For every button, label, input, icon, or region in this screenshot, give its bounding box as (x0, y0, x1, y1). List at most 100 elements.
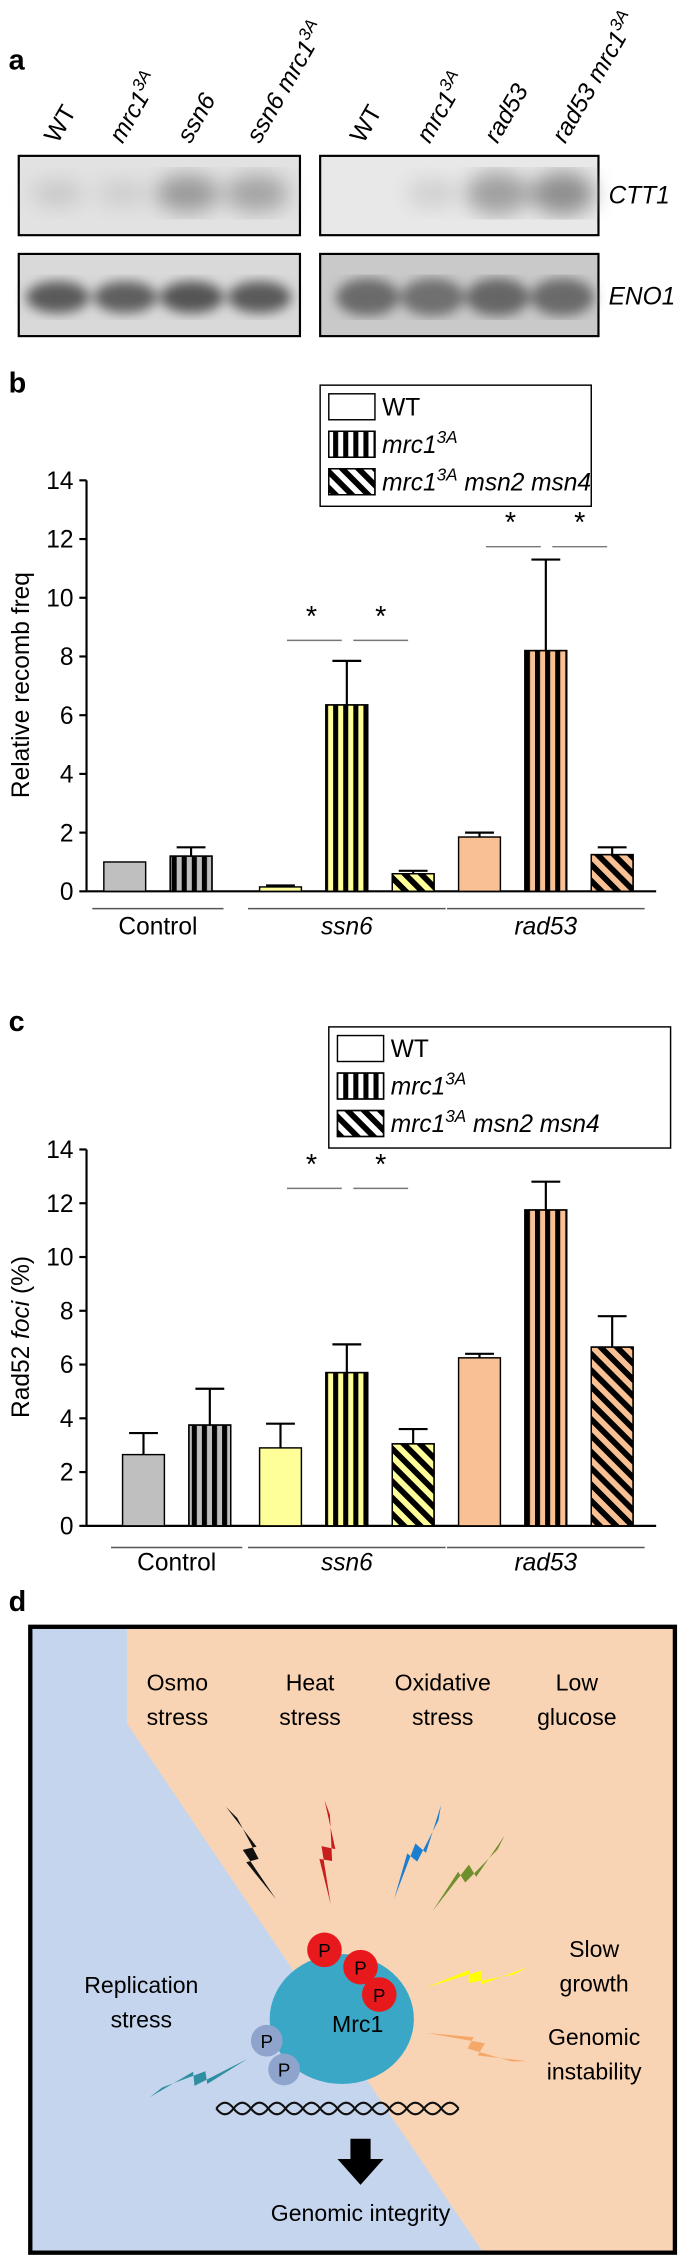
y-tick-label: 4 (60, 1406, 74, 1433)
diagram (28, 1624, 678, 2255)
panel-label: c (9, 1006, 25, 1038)
background (30, 1626, 484, 2253)
lane-label-part: mrc1 (104, 87, 155, 148)
diagram-text: stress (279, 1704, 341, 1730)
legend-label: WT (382, 394, 420, 421)
legend-label-part: 3A (445, 1069, 466, 1089)
diagram-text: P (373, 1985, 385, 2006)
lane-label-part: rad53 (479, 79, 534, 147)
bar-hatch (391, 872, 435, 893)
bar-hatch (169, 855, 213, 893)
diagram-text: Heat (286, 1669, 335, 1695)
category-label: Control (118, 914, 197, 941)
bar (258, 1447, 303, 1527)
y-axis-label-part: foci (8, 1300, 35, 1339)
diagram-text: Genomic integrity (271, 2200, 451, 2226)
lane-label: rad53 (479, 79, 534, 147)
diagram-text: stress (412, 1704, 474, 1730)
diagram-text: Low (556, 1669, 599, 1695)
significance: * (375, 1149, 386, 1181)
bolts (149, 1800, 528, 2098)
bar (103, 861, 147, 893)
diagram-text: growth (560, 1971, 629, 1997)
significance: * (306, 1149, 317, 1181)
bar-hatch (590, 1346, 634, 1527)
diagram-text: stress (111, 2007, 173, 2033)
legend-swatch (328, 393, 376, 421)
significance: * (375, 601, 386, 633)
y-tick-label: 10 (46, 1245, 73, 1272)
y-tick-label: 0 (60, 879, 74, 906)
y-tick-label: 12 (46, 1191, 73, 1218)
bar-hatch (391, 1443, 435, 1527)
diagram-text: Osmo (147, 1669, 209, 1695)
diagram-text: Slow (569, 1936, 619, 1962)
significance: * (505, 507, 516, 539)
y-axis-label-part: Rad52 (8, 1339, 35, 1418)
diagram-text: Genomic (548, 2024, 640, 2050)
lane-label: ssn6 (172, 89, 221, 148)
lane-label-part: WT (345, 101, 387, 148)
category-label: ssn6 (321, 1550, 373, 1577)
legend-swatch-hatch (336, 1109, 385, 1138)
y-axis-label: Rad52 foci (%) (8, 1256, 35, 1418)
y-tick-label: 2 (60, 820, 74, 847)
legend-swatch-hatch (328, 468, 376, 496)
legend-label: mrc13A (391, 1069, 466, 1101)
diagram-text: P (354, 1957, 367, 1978)
significance: * (306, 601, 317, 633)
lane-label: rad53 mrc13A (543, 6, 643, 148)
bar-hatch (524, 649, 568, 893)
diagram-text: stress (147, 1704, 209, 1730)
lane-label: mrc13A (407, 66, 472, 147)
panel-label: a (9, 44, 26, 76)
diagram-text: P (318, 1940, 331, 1961)
diagram-text: Oxidative (395, 1669, 491, 1695)
gene-label: ENO1 (609, 283, 676, 310)
legend-label: mrc13A (382, 427, 457, 459)
category-label: ssn6 (321, 914, 373, 941)
category-label: rad53 (515, 1550, 578, 1577)
arrow (337, 2138, 384, 2185)
legend-swatch (336, 1034, 385, 1063)
diagram-text: instability (547, 2059, 642, 2085)
diagram-text: P (261, 2031, 274, 2052)
lane-label-part: mrc1 (412, 87, 463, 148)
category-label: rad53 (515, 914, 578, 941)
bar-hatch (325, 1371, 369, 1527)
diagram-text: Mrc1 (332, 2011, 383, 2037)
y-tick-label: 0 (60, 1514, 74, 1541)
y-tick-label: 4 (60, 762, 74, 789)
y-tick-label: 6 (60, 1352, 74, 1379)
lane-label: ssn6 mrc13A (237, 15, 332, 147)
dna (215, 2101, 460, 2116)
y-tick-label: 8 (60, 644, 74, 671)
significance: * (574, 507, 585, 539)
legend-label: mrc13A msn2 msn4 (382, 464, 591, 496)
y-axis-label-part: (%) (8, 1256, 35, 1301)
lane-label-part: ssn6 mrc1 (241, 36, 321, 147)
legend-label-part: msn2 msn4 (466, 1111, 599, 1138)
bar (457, 836, 502, 893)
lane-label: mrc13A (100, 66, 165, 147)
bar (457, 1357, 502, 1527)
legend-label: mrc13A msn2 msn4 (391, 1106, 600, 1138)
bar-hatch (188, 1424, 232, 1527)
bar (121, 1453, 166, 1527)
category-label: Control (137, 1550, 216, 1577)
diagram-text: P (278, 2060, 291, 2081)
y-tick-label: 10 (46, 585, 73, 612)
panel-label: b (9, 367, 27, 399)
legend-label-part: WT (382, 394, 420, 421)
legend-swatch-hatch (328, 430, 376, 458)
bar-hatch (524, 1209, 568, 1527)
legend-label-part: 3A (437, 464, 458, 484)
legend-label-part: msn2 msn4 (458, 469, 591, 496)
y-tick-label: 8 (60, 1298, 74, 1325)
y-tick-label: 14 (46, 1137, 73, 1164)
lane-label-part: ssn6 (172, 89, 221, 148)
y-axis-label-part: Relative recomb freq (8, 572, 35, 798)
lane-label-part: WT (39, 101, 81, 148)
